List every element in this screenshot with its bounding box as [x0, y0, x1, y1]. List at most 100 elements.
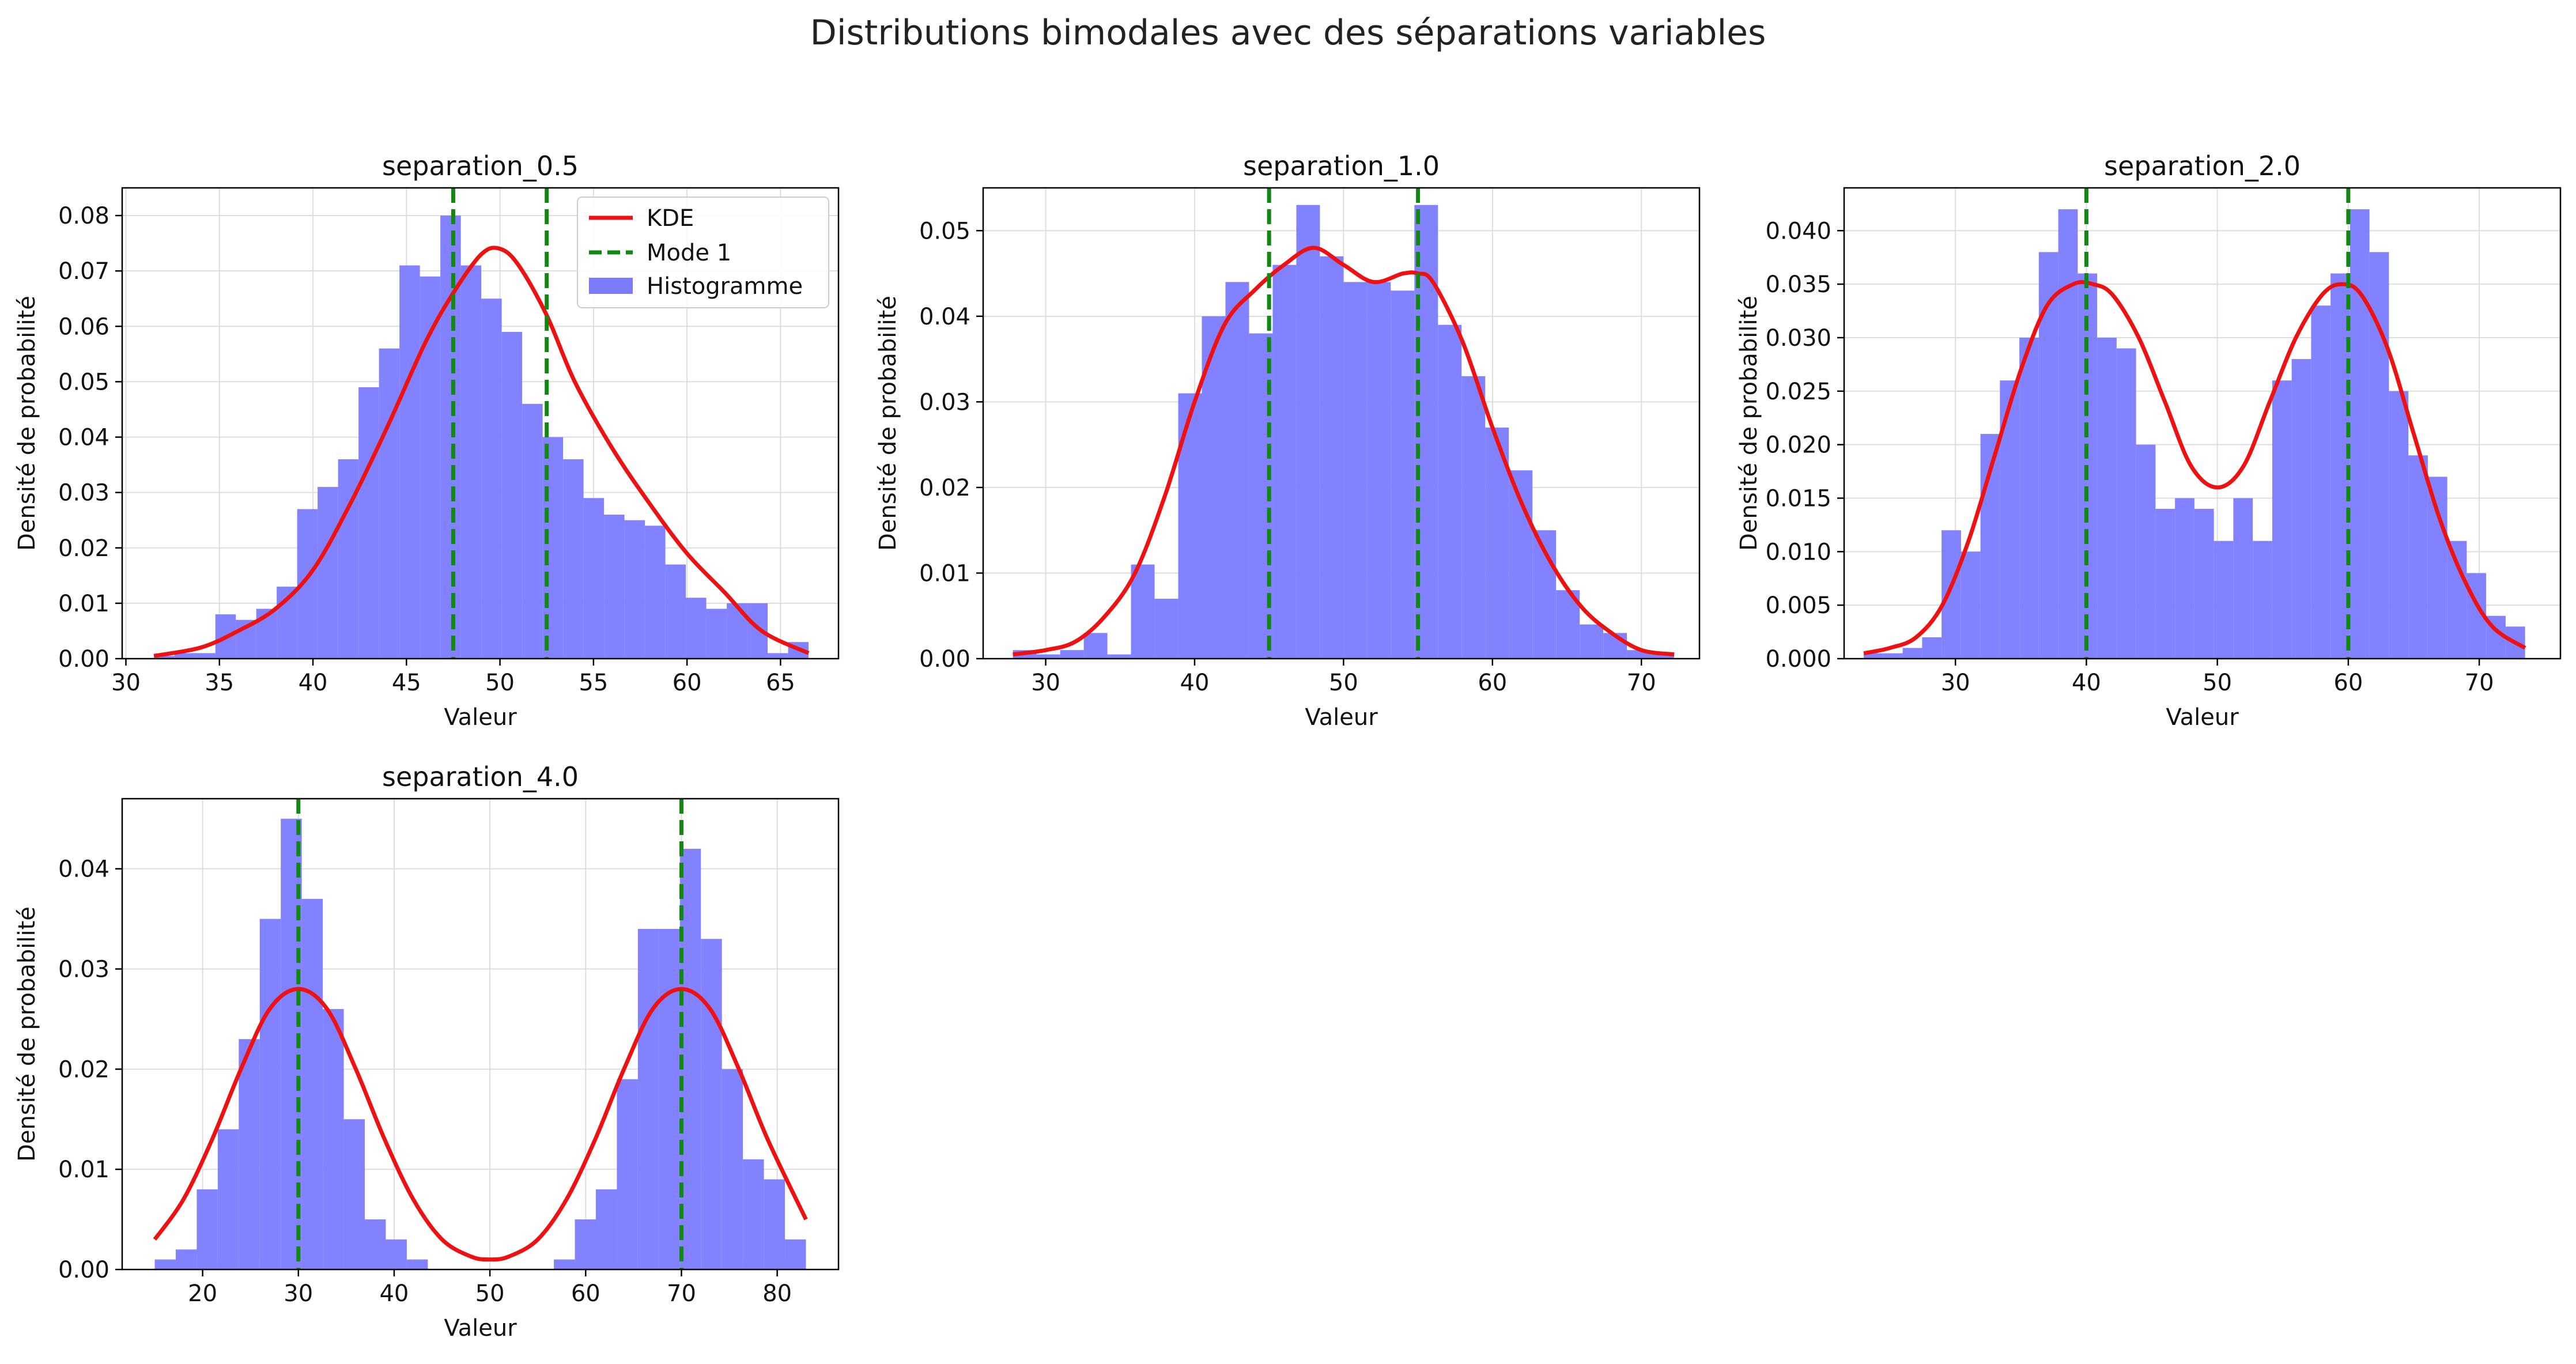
y-tick-label: 0.020: [1765, 432, 1831, 459]
y-tick-label: 0.03: [58, 957, 109, 983]
legend-hist-label: Histogramme: [647, 273, 803, 300]
histogram-bar: [399, 265, 420, 659]
chart-title: separation_0.5: [382, 150, 579, 182]
histogram-bar: [2155, 509, 2175, 659]
y-tick-label: 0.01: [58, 591, 109, 617]
histogram-bar: [2389, 391, 2409, 659]
y-tick-label: 0.00: [58, 1257, 109, 1283]
histogram-bar: [604, 515, 625, 659]
histogram-bar: [1864, 653, 1883, 659]
histogram-bar: [440, 216, 461, 659]
y-tick-label: 0.030: [1765, 325, 1831, 352]
histogram-bar: [1461, 376, 1486, 659]
x-tick-label: 20: [188, 1280, 217, 1307]
histogram-bar: [1650, 654, 1675, 659]
x-tick-label: 80: [762, 1280, 792, 1307]
axes-frame: [1843, 187, 2562, 660]
y-tick-label: 0.00: [58, 646, 109, 672]
y-tick-label: 0.01: [919, 560, 970, 587]
histogram-bar: [1107, 654, 1131, 659]
histogram-bar: [1296, 205, 1320, 659]
histogram-bar: [1883, 653, 1903, 659]
histogram-bar: [563, 459, 584, 659]
histogram-bar: [239, 1039, 260, 1269]
histogram-bar: [768, 653, 788, 659]
histogram-bar: [665, 564, 686, 659]
x-tick-label: 70: [667, 1280, 696, 1307]
x-tick-label: 50: [1329, 670, 1358, 696]
kde-curve: [153, 987, 808, 1262]
histogram-bar: [379, 348, 400, 659]
histogram-bar: [1438, 324, 1462, 659]
histogram-bar: [2175, 498, 2194, 659]
histogram-bar: [1942, 530, 1961, 659]
histogram-bar: [595, 1189, 617, 1269]
histogram-bar: [2214, 541, 2234, 659]
histogram-bar: [259, 919, 281, 1269]
y-tick-label: 0.02: [919, 475, 970, 501]
histogram-bar: [2097, 337, 2117, 659]
y-tick-label: 0.04: [58, 856, 109, 883]
figure-title: Distributions bimodales avec des séparat…: [810, 13, 1766, 53]
y-axis-label: Densité de probabilité: [14, 906, 40, 1162]
histogram-bar: [1922, 637, 1942, 659]
histogram-bar: [1391, 290, 1415, 659]
legend-mode-label: Mode 1: [647, 240, 731, 266]
histogram-bar: [637, 928, 659, 1269]
histogram-bar: [501, 331, 523, 659]
x-tick-label: 30: [1941, 670, 1970, 696]
y-tick-label: 0.010: [1765, 539, 1831, 565]
kde-curve: [153, 245, 810, 658]
x-tick-label: 55: [579, 670, 608, 696]
x-tick-label: 60: [1478, 670, 1507, 696]
x-tick-label: 65: [766, 670, 795, 696]
histogram-bar: [2272, 380, 2292, 659]
y-tick-label: 0.05: [919, 218, 970, 244]
kde-curve: [1013, 245, 1675, 657]
histogram-bar: [722, 1069, 743, 1269]
histogram-bar: [2408, 455, 2428, 659]
histogram-bar: [1178, 393, 1202, 659]
histogram-bar: [522, 403, 543, 659]
y-tick-label: 0.00: [919, 646, 970, 672]
y-tick-label: 0.02: [58, 1056, 109, 1083]
histogram-bar: [2019, 337, 2039, 659]
histogram-bar: [2291, 359, 2311, 659]
y-tick-label: 0.07: [58, 258, 109, 285]
y-tick-label: 0.03: [58, 480, 109, 507]
x-tick-label: 40: [299, 670, 328, 696]
x-tick-label: 35: [205, 670, 234, 696]
histogram-bar: [175, 1249, 197, 1269]
x-tick-label: 40: [379, 1280, 409, 1307]
x-tick-label: 40: [1180, 670, 1210, 696]
histogram-bar: [2427, 477, 2447, 659]
y-tick-label: 0.05: [58, 369, 109, 395]
legend: KDE Mode 1 Histogramme: [577, 197, 829, 308]
histogram-bar: [420, 276, 441, 659]
histogram-bar: [785, 1239, 806, 1269]
x-axis-label: Valeur: [444, 704, 517, 731]
kde-curve: [1863, 280, 2526, 656]
x-tick-label: 30: [284, 1280, 313, 1307]
histogram-bar: [706, 609, 727, 659]
x-tick-label: 50: [485, 670, 515, 696]
chart-title: separation_2.0: [2104, 150, 2301, 182]
histogram-bar: [764, 1179, 785, 1269]
y-tick-label: 0.08: [58, 203, 109, 229]
x-tick-label: 45: [392, 670, 421, 696]
histogram-bar: [1320, 256, 1344, 659]
histogram-bar: [460, 265, 482, 659]
y-tick-label: 0.005: [1765, 592, 1831, 619]
y-axis-label: Densité de probabilité: [14, 296, 40, 551]
histogram-bar: [406, 1259, 428, 1269]
axes-frame: [982, 187, 1701, 660]
chart-title: separation_1.0: [1243, 150, 1440, 182]
histogram-bar: [2038, 252, 2058, 659]
chart-panel-1: 30 35 40 45 50 55 60 65 0.00 0.01 0.02 0.03 0.04 0.05…: [14, 150, 840, 731]
x-tick-label: 60: [673, 670, 702, 696]
histogram-bar: [701, 939, 722, 1269]
histogram-bar: [1272, 265, 1297, 659]
histogram-bar: [645, 526, 666, 659]
x-tick-label: 60: [2333, 670, 2363, 696]
